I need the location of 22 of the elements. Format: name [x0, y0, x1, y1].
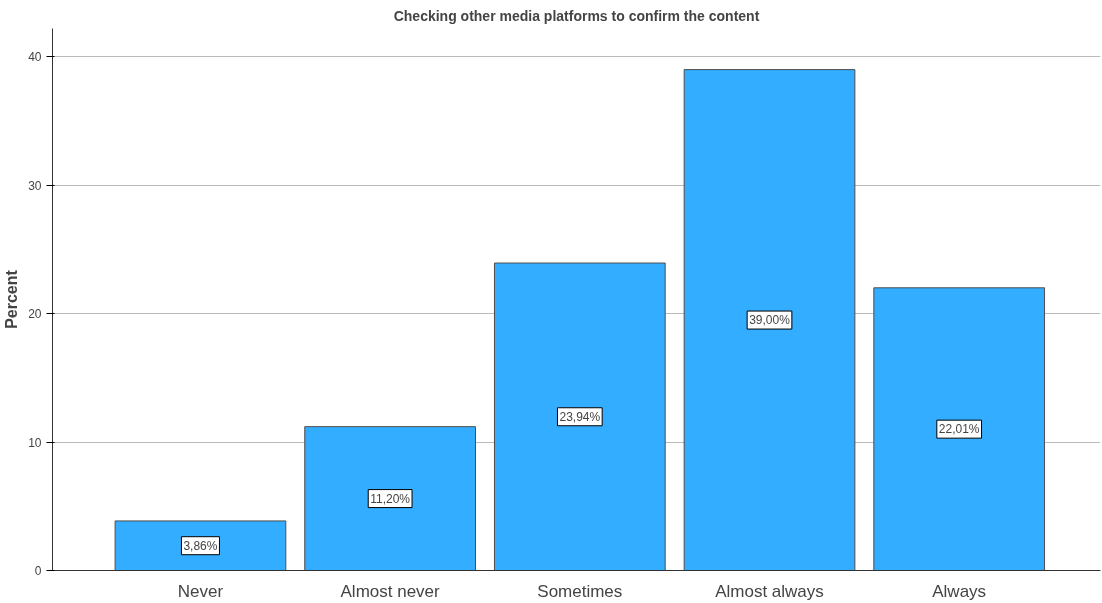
y-tick-label: 20: [28, 307, 42, 322]
x-tick-label: Almost never: [340, 581, 441, 601]
y-tick-label: 40: [28, 50, 42, 65]
bar: [873, 287, 1046, 571]
y-tick-label: 10: [28, 435, 42, 450]
y-tick-label: 30: [28, 178, 42, 193]
data-label: 39,00%: [749, 313, 791, 328]
bar: [304, 426, 476, 571]
x-tick-label: Sometimes: [537, 581, 623, 601]
data-label: 23,94%: [559, 409, 601, 424]
bar: [114, 520, 287, 571]
x-tick-label: Never: [177, 581, 224, 601]
bar: [683, 69, 856, 571]
x-tick-label: Almost always: [715, 581, 824, 601]
data-label: 11,20%: [370, 491, 411, 506]
bar: [493, 262, 666, 571]
y-axis-title: Percent: [3, 269, 21, 329]
data-label: 22,01%: [938, 422, 980, 437]
y-tick-label: 0: [34, 564, 42, 578]
x-tick-label: Always: [932, 581, 987, 601]
data-label: 3,86%: [183, 538, 218, 553]
chart-title: Checking other media platforms to confirm the content: [393, 7, 760, 24]
